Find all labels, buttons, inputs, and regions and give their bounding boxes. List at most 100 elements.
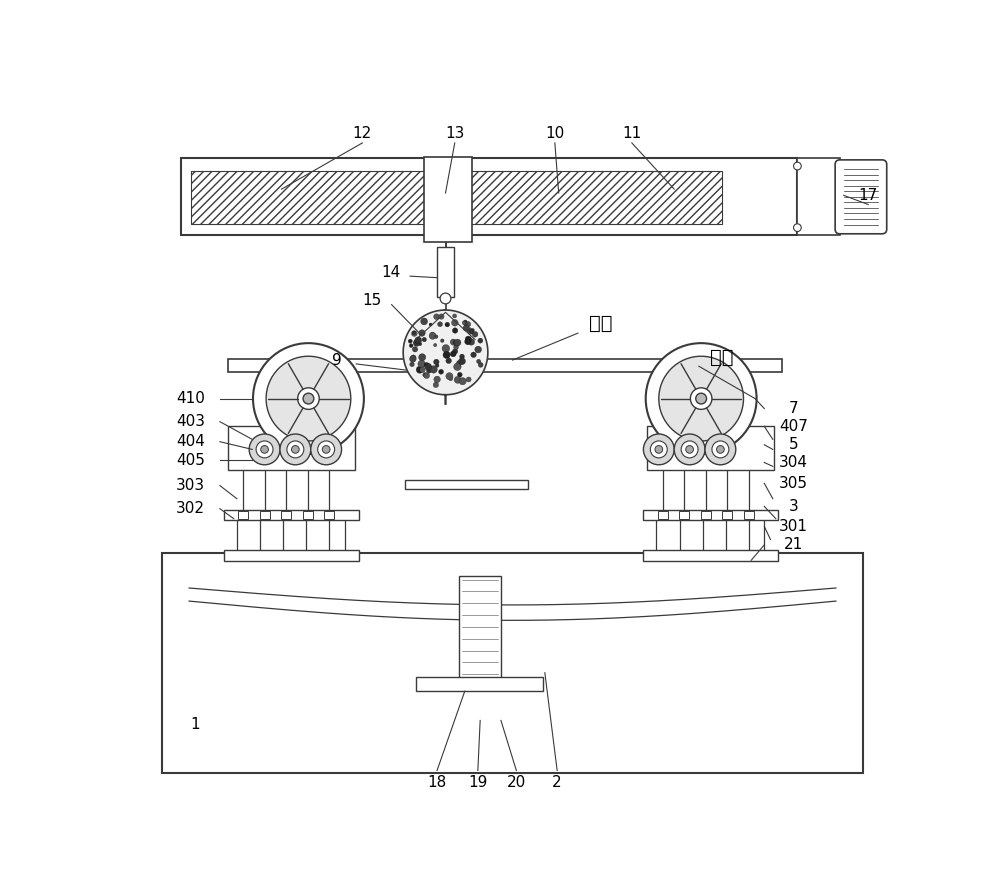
Text: 302: 302 bbox=[176, 501, 205, 516]
Bar bbox=[260, 511, 270, 519]
Circle shape bbox=[411, 331, 417, 336]
Bar bbox=[437, 247, 454, 297]
Circle shape bbox=[419, 354, 426, 361]
Circle shape bbox=[424, 373, 430, 378]
Circle shape bbox=[452, 349, 458, 354]
Circle shape bbox=[440, 339, 444, 342]
Text: 303: 303 bbox=[176, 478, 205, 493]
Text: 410: 410 bbox=[176, 391, 205, 406]
Text: 19: 19 bbox=[468, 774, 488, 789]
Circle shape bbox=[650, 441, 667, 458]
Circle shape bbox=[415, 337, 422, 344]
Circle shape bbox=[445, 323, 450, 327]
Text: 305: 305 bbox=[779, 476, 808, 491]
Bar bbox=[228, 358, 782, 373]
Circle shape bbox=[465, 339, 471, 345]
Circle shape bbox=[643, 434, 674, 465]
Bar bbox=[459, 576, 501, 680]
Circle shape bbox=[659, 357, 744, 441]
Circle shape bbox=[266, 357, 351, 441]
Circle shape bbox=[452, 328, 458, 333]
Circle shape bbox=[303, 393, 314, 404]
Circle shape bbox=[475, 346, 482, 353]
Circle shape bbox=[463, 320, 467, 323]
Circle shape bbox=[794, 224, 801, 231]
Circle shape bbox=[465, 336, 472, 342]
Circle shape bbox=[287, 441, 304, 458]
Bar bbox=[658, 511, 668, 519]
Circle shape bbox=[418, 360, 425, 367]
Circle shape bbox=[439, 314, 444, 319]
Circle shape bbox=[280, 434, 311, 465]
Text: 10: 10 bbox=[545, 126, 564, 142]
Text: 13: 13 bbox=[445, 126, 464, 142]
Text: 17: 17 bbox=[859, 188, 878, 202]
Circle shape bbox=[686, 445, 693, 453]
Bar bbox=[191, 171, 722, 224]
Circle shape bbox=[249, 434, 280, 465]
Circle shape bbox=[696, 393, 707, 404]
Text: 轮胎: 轮胎 bbox=[710, 348, 734, 366]
Text: 407: 407 bbox=[779, 418, 808, 434]
Bar bbox=[679, 511, 689, 519]
Bar bbox=[643, 550, 778, 561]
Circle shape bbox=[469, 329, 474, 334]
Circle shape bbox=[438, 322, 443, 327]
Bar bbox=[324, 511, 334, 519]
Bar bbox=[303, 511, 313, 519]
Circle shape bbox=[478, 338, 483, 343]
Circle shape bbox=[318, 441, 335, 458]
Text: 7: 7 bbox=[789, 401, 798, 416]
Circle shape bbox=[463, 325, 469, 332]
Bar bbox=[643, 510, 778, 521]
Text: 9: 9 bbox=[332, 353, 342, 367]
Circle shape bbox=[410, 356, 416, 362]
Circle shape bbox=[435, 364, 439, 367]
Circle shape bbox=[431, 332, 434, 335]
Circle shape bbox=[681, 441, 698, 458]
Circle shape bbox=[434, 359, 439, 365]
Circle shape bbox=[463, 322, 467, 326]
Circle shape bbox=[712, 441, 729, 458]
Text: 301: 301 bbox=[779, 519, 808, 534]
Bar bbox=[647, 426, 774, 470]
Text: 403: 403 bbox=[176, 414, 205, 429]
Bar bbox=[238, 511, 248, 519]
Circle shape bbox=[472, 332, 478, 337]
Bar bbox=[797, 159, 840, 236]
Bar bbox=[744, 511, 754, 519]
Circle shape bbox=[419, 330, 425, 336]
Circle shape bbox=[425, 364, 432, 370]
Circle shape bbox=[459, 358, 465, 365]
Circle shape bbox=[457, 373, 462, 377]
Circle shape bbox=[422, 337, 427, 341]
Circle shape bbox=[674, 434, 705, 465]
Bar bbox=[181, 159, 797, 236]
Text: 12: 12 bbox=[353, 126, 372, 142]
Circle shape bbox=[253, 343, 364, 454]
Circle shape bbox=[442, 345, 450, 352]
Text: 3: 3 bbox=[789, 499, 798, 514]
Circle shape bbox=[454, 345, 458, 349]
Circle shape bbox=[410, 362, 414, 366]
Circle shape bbox=[434, 314, 439, 320]
Circle shape bbox=[412, 347, 418, 352]
Bar bbox=[701, 511, 711, 519]
Circle shape bbox=[433, 382, 439, 388]
Circle shape bbox=[450, 339, 456, 345]
Circle shape bbox=[471, 352, 476, 358]
Circle shape bbox=[477, 359, 481, 364]
Bar bbox=[416, 677, 543, 691]
Bar bbox=[722, 511, 732, 519]
Circle shape bbox=[412, 331, 416, 334]
Circle shape bbox=[459, 377, 466, 385]
Circle shape bbox=[446, 358, 451, 364]
Circle shape bbox=[449, 377, 453, 381]
Circle shape bbox=[433, 343, 437, 347]
Circle shape bbox=[452, 320, 458, 326]
Text: 2: 2 bbox=[552, 774, 562, 789]
Circle shape bbox=[454, 342, 458, 346]
Circle shape bbox=[717, 445, 724, 453]
Text: 21: 21 bbox=[784, 538, 803, 552]
Circle shape bbox=[454, 363, 461, 371]
